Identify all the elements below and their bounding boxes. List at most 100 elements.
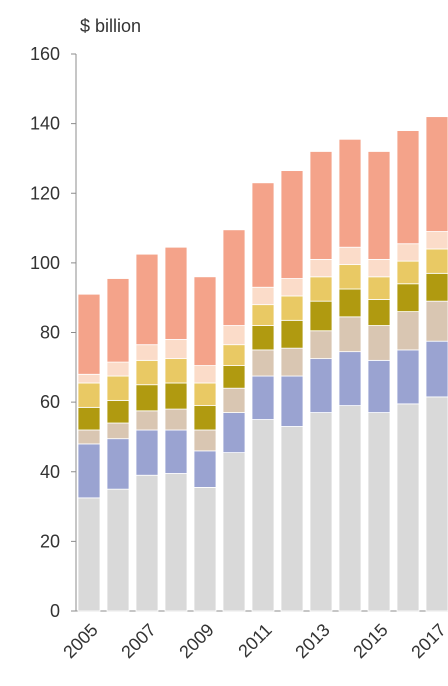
bar-stack — [425, 116, 448, 612]
bar-segment — [251, 349, 275, 377]
bar-segment — [193, 276, 217, 366]
bar-segment — [222, 412, 246, 454]
x-tick-label: 2015 — [349, 620, 391, 662]
bar-segment — [309, 258, 333, 278]
bar-segment — [106, 278, 130, 363]
bar-stack — [164, 246, 188, 612]
bar-segment — [164, 408, 188, 431]
bar-segment — [367, 325, 391, 361]
bar-segment — [222, 325, 246, 346]
bar-segment — [193, 429, 217, 452]
x-tick-label: 2017 — [407, 620, 448, 662]
bar-segment — [425, 231, 448, 250]
bar-segment — [338, 316, 362, 353]
bar-segment — [251, 286, 275, 306]
bar-stack — [309, 151, 333, 612]
bar-segment — [164, 358, 188, 384]
bar-stack — [222, 229, 246, 612]
bar-segment — [135, 359, 159, 386]
y-tick-label: 60 — [40, 392, 60, 412]
bar-segment — [396, 260, 420, 285]
bar-segment — [106, 399, 130, 424]
bar-segment — [135, 410, 159, 431]
bar-segment — [222, 387, 246, 413]
x-tick-label: 2013 — [291, 620, 333, 662]
bar-segment — [338, 288, 362, 318]
bar-stack — [280, 170, 304, 612]
bar-segment — [367, 359, 391, 413]
bar-segment — [106, 488, 130, 612]
bar-segment — [106, 438, 130, 490]
bar-segment — [396, 130, 420, 245]
bar-segment — [135, 429, 159, 476]
y-tick-label: 40 — [40, 462, 60, 482]
bar-segment — [164, 382, 188, 410]
bar-segment — [77, 293, 101, 375]
bar-segment — [425, 340, 448, 398]
bar-segment — [135, 344, 159, 361]
bar-segment — [396, 349, 420, 405]
bar-segment — [309, 358, 333, 413]
bar-segment — [309, 330, 333, 360]
bar-segment — [425, 300, 448, 342]
bar-segment — [280, 375, 304, 427]
bar-segment — [309, 151, 333, 260]
y-axis: 0 20 40 60 80 100 120 140 160 — [30, 44, 77, 621]
y-tick-label: 100 — [30, 253, 60, 273]
y-tick-label: 140 — [30, 114, 60, 134]
bar-segment — [77, 497, 101, 612]
bar-stack — [106, 278, 130, 612]
bar-segment — [280, 426, 304, 612]
x-tick-label: 2007 — [117, 620, 159, 662]
bar-stack — [367, 151, 391, 612]
bar-segment — [106, 375, 130, 401]
bar-segment — [425, 248, 448, 274]
bar-segment — [193, 450, 217, 488]
bar-segment — [425, 396, 448, 612]
bar-segment — [396, 403, 420, 612]
bar-segment — [77, 373, 101, 384]
bar-segment — [280, 170, 304, 279]
bar-stack — [338, 138, 362, 612]
bar-segment — [367, 151, 391, 260]
bar-segment — [338, 351, 362, 407]
bar-segment — [164, 339, 188, 360]
bar-segment — [251, 325, 275, 351]
x-axis: 2005 2007 2009 2011 2013 2015 2017 — [59, 610, 448, 662]
bar-segment — [222, 365, 246, 389]
bar-segment — [77, 443, 101, 499]
y-tick-label: 120 — [30, 183, 60, 203]
bar-stack — [77, 293, 101, 612]
bar-segment — [222, 452, 246, 612]
bar-segment — [396, 243, 420, 262]
y-tick-label: 160 — [30, 44, 60, 64]
bar-segment — [251, 304, 275, 326]
bar-segment — [135, 474, 159, 612]
x-tick-label: 2009 — [175, 620, 217, 662]
y-tick-label: 20 — [40, 531, 60, 551]
bar-segment — [193, 487, 217, 612]
bar-segment — [106, 422, 130, 440]
bar-segment — [425, 116, 448, 232]
bar-segment — [193, 382, 217, 407]
bar-segment — [222, 344, 246, 366]
bar-segment — [280, 295, 304, 321]
bar-segment — [280, 278, 304, 297]
y-tick-label: 0 — [50, 601, 60, 621]
bar-segment — [251, 182, 275, 288]
bar-segment — [367, 276, 391, 300]
bar-segment — [309, 412, 333, 612]
bar-segment — [164, 246, 188, 340]
y-tick-label: 80 — [40, 323, 60, 343]
bar-segment — [77, 406, 101, 431]
bar-segment — [338, 405, 362, 612]
bar-segment — [280, 319, 304, 349]
bar-segment — [77, 429, 101, 445]
x-tick-label: 2011 — [234, 620, 276, 662]
bar-stack — [193, 276, 217, 612]
bar-segment — [106, 361, 130, 377]
bar-segment — [425, 272, 448, 302]
bar-segment — [135, 253, 159, 346]
bar-segment — [338, 138, 362, 248]
